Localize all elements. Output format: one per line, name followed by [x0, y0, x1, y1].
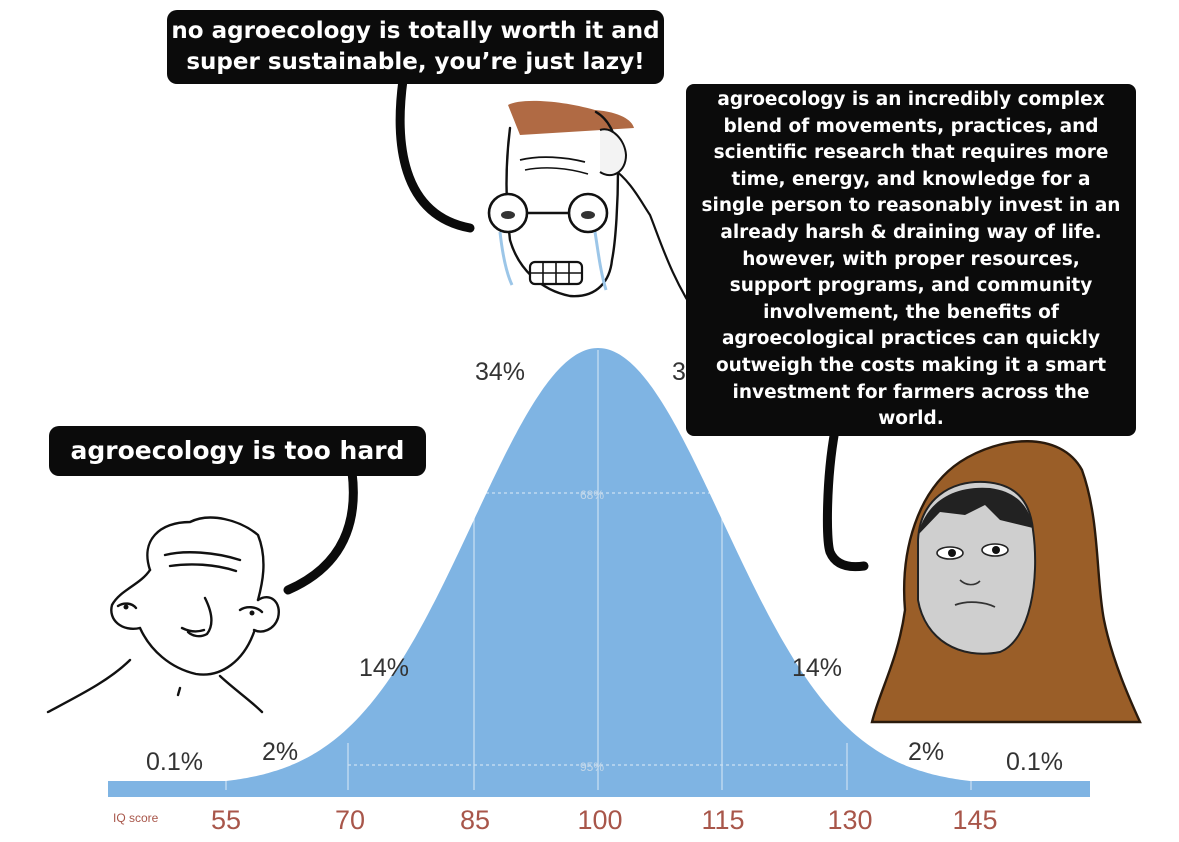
wojak-right-character — [870, 440, 1142, 724]
x-tick-label: 70 — [335, 805, 365, 835]
bubble-text: agroecology is too hard — [70, 436, 405, 465]
curve-base-band — [108, 781, 1090, 797]
bubble-text-line: agroecological practices can quickly — [721, 328, 1101, 350]
speech-bubble-left: agroecology is too hard — [49, 426, 426, 476]
x-tick-label: 145 — [952, 805, 997, 835]
bubble-text-line: support programs, and community — [729, 275, 1093, 297]
pct-label: 2% — [262, 738, 298, 766]
bubble-text-line: outweigh the costs making it a smart — [715, 354, 1107, 376]
speech-bubble-top: no agroecology is totally worth it and s… — [167, 10, 664, 84]
bubble-text-line: scientific research that requires more — [713, 142, 1109, 164]
bubble-tail-top — [395, 75, 475, 233]
pct-label: 14% — [359, 654, 409, 682]
bubble-text-line: already harsh & draining way of life. — [720, 221, 1102, 243]
pct-label: 0.1% — [146, 748, 203, 776]
bubble-text-line: super sustainable, you’re just lazy! — [186, 49, 645, 75]
bubble-tail-left — [283, 467, 358, 595]
sd-lines — [225, 350, 972, 790]
bell-curve-area — [108, 348, 1090, 786]
bubble-text-line: no agroecology is totally worth it and — [171, 18, 660, 44]
pct-label: 2% — [908, 738, 944, 766]
pct-label-95: 95% — [580, 760, 604, 774]
bubble-text-line: agroecology is an incredibly complex — [717, 89, 1105, 110]
axis-title: IQ score — [113, 811, 159, 825]
bubble-tail-right — [822, 425, 869, 572]
wojak-middle-character — [487, 100, 701, 321]
pct-label: 14% — [792, 654, 842, 682]
x-tick-label: 130 — [827, 805, 872, 835]
pct-label-68: 68% — [580, 488, 604, 502]
pct-label: 34% — [475, 358, 525, 386]
pct-label: 0.1% — [1006, 748, 1063, 776]
bubble-text-line: however, with proper resources, — [742, 248, 1080, 270]
x-tick-label: 100 — [577, 805, 622, 835]
bubble-text-line: single person to reasonably invest in an — [701, 195, 1121, 217]
bubble-text-line: time, energy, and knowledge for a — [731, 168, 1091, 190]
bubble-text-line: blend of movements, practices, and — [723, 115, 1099, 137]
bubble-text-line: investment for farmers across the — [732, 381, 1090, 403]
bubble-text-line: involvement, the benefits of — [763, 301, 1059, 323]
x-tick-label: 55 — [211, 805, 241, 835]
bubble-text-line: world. — [878, 408, 944, 430]
speech-bubble-right: agroecology is an incredibly complex ble… — [686, 84, 1136, 436]
wojak-left-character — [46, 516, 280, 714]
wojak-left-eye — [249, 610, 255, 616]
x-tick-label: 115 — [701, 805, 744, 835]
x-tick-label: 85 — [460, 805, 490, 835]
wojak-left-eye — [123, 604, 129, 610]
